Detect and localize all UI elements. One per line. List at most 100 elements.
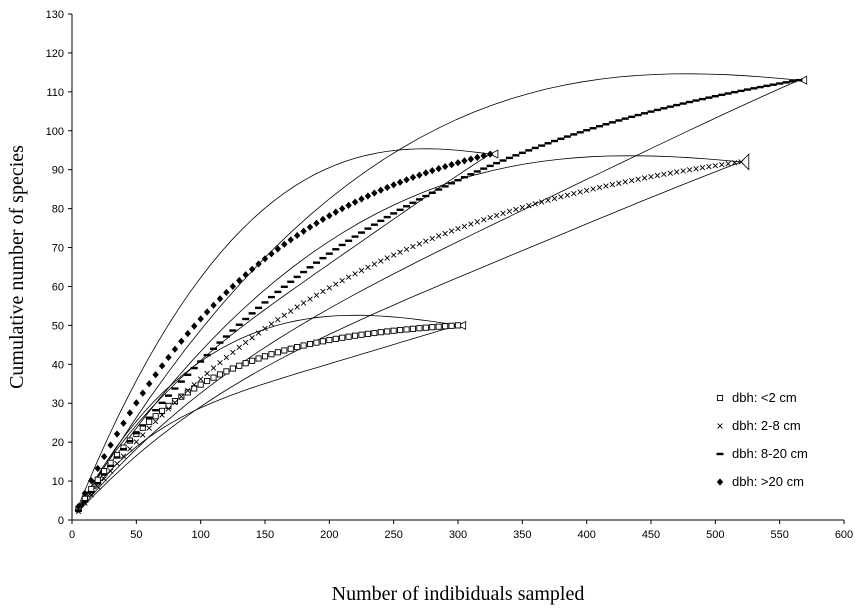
data-point: [139, 389, 146, 397]
data-point: [679, 102, 687, 105]
data-point: [339, 205, 346, 213]
data-point: [333, 281, 339, 287]
data-point: [107, 464, 115, 468]
y-tick-label: 70: [52, 243, 64, 255]
data-point: [133, 399, 140, 407]
data-point: [152, 371, 159, 379]
data-point: [756, 85, 764, 89]
data-point: [107, 459, 114, 466]
data-point: [325, 252, 333, 255]
data-point: [378, 258, 384, 264]
data-point: [159, 412, 165, 418]
x-tick-label: 500: [706, 529, 724, 541]
data-point: [358, 231, 365, 234]
data-point: [140, 432, 146, 438]
data-point: [114, 460, 120, 467]
y-axis-title: Cumulative number of species: [6, 145, 28, 389]
data-point: [415, 198, 423, 201]
data-point: [262, 325, 268, 332]
data-point: [300, 227, 307, 235]
data-point: [448, 228, 455, 234]
legend-label: dbh: <2 cm: [732, 390, 797, 405]
data-point: [204, 377, 211, 385]
legend-label: dbh: 8-20 cm: [732, 446, 808, 461]
data-point: [319, 256, 327, 260]
data-point: [300, 270, 308, 274]
data-point: [692, 99, 700, 102]
data-point: [101, 476, 107, 482]
data-point: [634, 113, 642, 117]
data-point: [448, 161, 455, 169]
y-tick-label: 30: [52, 398, 64, 410]
x-tick-label: 300: [449, 529, 467, 541]
data-point: [255, 355, 262, 362]
data-point: [480, 152, 487, 160]
data-point: [467, 155, 475, 163]
data-point: [242, 339, 249, 346]
data-point: [608, 121, 616, 124]
data-point: [409, 173, 417, 182]
legend-label: dbh: 2-8 cm: [732, 418, 801, 433]
data-point: [113, 430, 121, 438]
data-point: [647, 110, 655, 113]
data-point: [719, 161, 725, 168]
data-point: [577, 189, 583, 195]
data-point: [159, 407, 166, 414]
data-point: [686, 100, 694, 104]
data-point: [551, 195, 558, 202]
data-point: [274, 290, 282, 294]
data-point: [583, 129, 591, 132]
data-point: [364, 192, 372, 200]
data-point: [274, 349, 281, 356]
data-point: [416, 241, 423, 247]
y-tick-label: 40: [52, 359, 64, 371]
data-point: [712, 162, 719, 169]
data-point: [397, 327, 404, 334]
data-point: [698, 97, 706, 101]
data-point: [146, 425, 152, 431]
data-point: [120, 419, 127, 427]
data-point: [242, 317, 250, 321]
data-point: [769, 83, 777, 86]
data-point: [326, 285, 333, 291]
data-point: [571, 190, 577, 197]
data-point: [281, 312, 288, 319]
data-point: [609, 181, 616, 188]
data-point: [641, 112, 649, 115]
data-point: [422, 194, 430, 198]
data-point: [390, 212, 398, 215]
data-point: [429, 324, 436, 331]
data-point: [460, 176, 468, 179]
y-tick-label: 60: [52, 281, 64, 293]
data-point: [486, 150, 494, 158]
data-point: [596, 125, 604, 128]
data-point: [274, 245, 282, 253]
confidence-band: [76, 314, 467, 512]
data-point: [686, 167, 693, 173]
data-point: [338, 243, 346, 247]
confidence-band: [76, 148, 499, 510]
x-tick-label: 200: [320, 529, 338, 541]
data-point: [705, 96, 713, 99]
data-point: [666, 105, 674, 108]
data-point: [544, 142, 552, 145]
data-point: [197, 360, 205, 363]
data-point: [268, 351, 275, 358]
data-point: [223, 354, 230, 361]
data-point: [602, 123, 610, 126]
data-point: [249, 335, 255, 341]
data-point: [628, 115, 636, 119]
data-point: [383, 215, 391, 219]
data-point: [364, 330, 371, 337]
data-point: [377, 219, 385, 223]
data-point: [403, 205, 411, 208]
data-point: [763, 84, 771, 88]
data-point: [300, 342, 307, 349]
data-point: [230, 349, 236, 356]
data-point: [275, 316, 281, 323]
data-point: [306, 340, 314, 348]
data-point: [288, 308, 294, 314]
data-point: [551, 139, 558, 143]
data-point: [229, 282, 237, 290]
data-point: [293, 231, 301, 240]
